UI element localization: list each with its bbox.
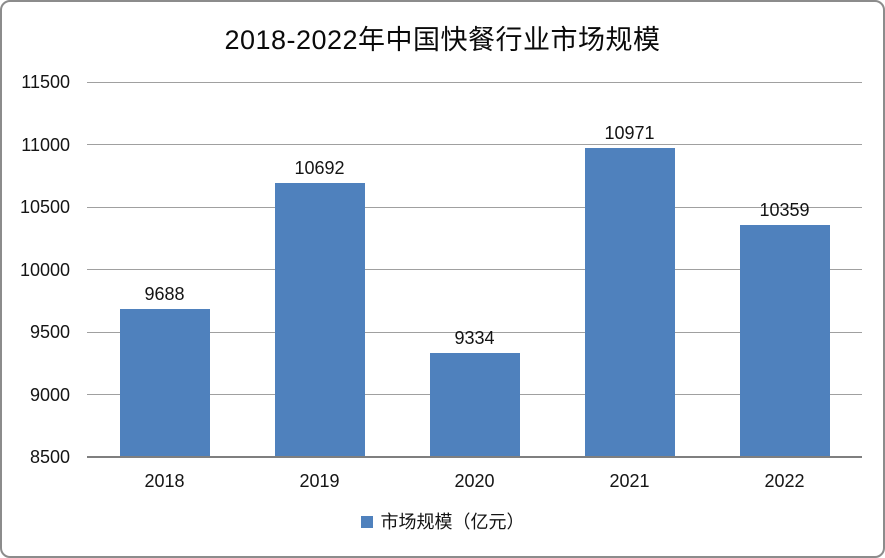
bar-value-label-2019: 10692 bbox=[294, 158, 345, 178]
y-axis-tick-11000: 11000 bbox=[21, 134, 70, 155]
bar-2018 bbox=[119, 308, 210, 457]
gridline-11000 bbox=[87, 144, 862, 145]
y-axis-tick-10000: 10000 bbox=[19, 259, 70, 280]
gridline-9500 bbox=[87, 331, 862, 333]
bar-value-label-2018: 9688 bbox=[144, 283, 185, 304]
y-axis-tick-8500: 8500 bbox=[29, 447, 70, 467]
y-axis-tick-11500: 11500 bbox=[21, 72, 70, 92]
bar-value-label-2022: 10359 bbox=[759, 199, 810, 220]
bar-2019 bbox=[274, 183, 365, 457]
bar-2021 bbox=[584, 148, 675, 457]
gridline-10500 bbox=[87, 206, 862, 208]
x-axis-line bbox=[87, 456, 862, 458]
gridline-10000 bbox=[87, 269, 862, 270]
y-axis-tick-9500: 9500 bbox=[29, 322, 70, 342]
chart-title: 2018-2022年中国快餐行业市场规模 bbox=[224, 25, 661, 55]
bar-value-label-2021: 10971 bbox=[604, 123, 655, 144]
legend: 市场规模（亿元） bbox=[2, 512, 883, 532]
x-axis-label-2022: 2022 bbox=[764, 471, 805, 491]
y-axis-tick-9000: 9000 bbox=[29, 384, 70, 405]
legend-label: 市场规模（亿元） bbox=[380, 512, 525, 532]
x-axis-label-2018: 2018 bbox=[144, 471, 185, 491]
x-axis-label-2020: 2020 bbox=[454, 471, 495, 491]
x-axis-label-2019: 2019 bbox=[299, 471, 340, 491]
legend-marker-icon bbox=[360, 516, 373, 528]
bar-2022 bbox=[739, 224, 830, 457]
gridline-11500 bbox=[87, 81, 862, 83]
x-axis-label-2021: 2021 bbox=[609, 471, 650, 491]
y-axis-tick-10500: 10500 bbox=[19, 197, 70, 217]
bar-2020 bbox=[429, 352, 520, 457]
bar-value-label-2020: 9334 bbox=[454, 327, 495, 348]
